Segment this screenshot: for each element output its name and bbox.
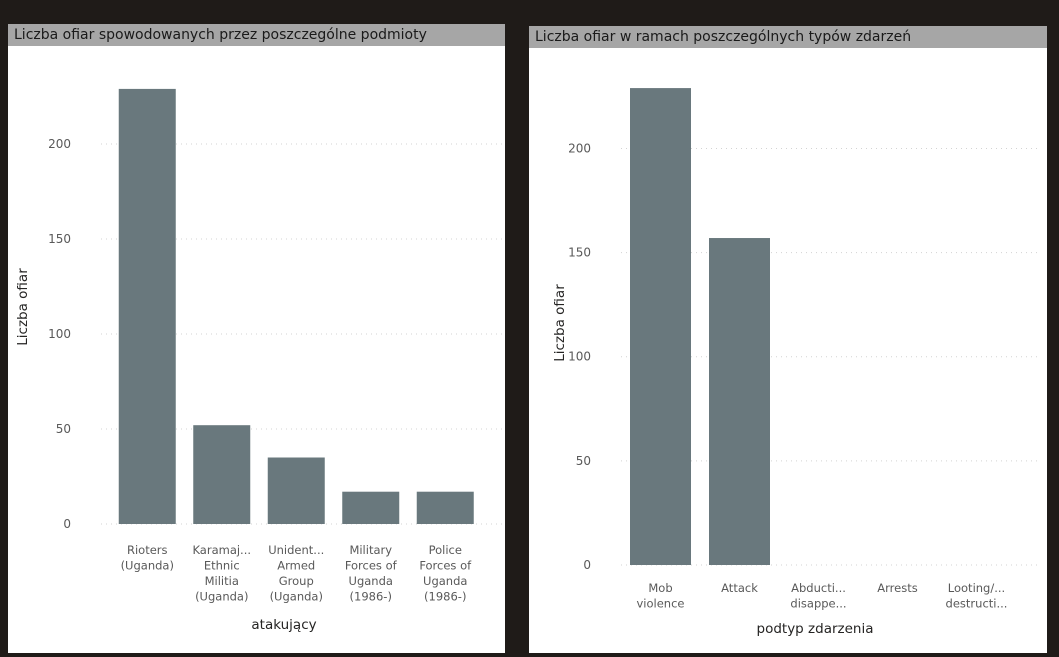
- chart-title: Liczba ofiar spowodowanych przez poszcze…: [8, 24, 505, 46]
- bar[interactable]: [709, 238, 770, 565]
- bar[interactable]: [630, 88, 691, 565]
- y-tick-label: 200: [48, 137, 71, 151]
- chart-panel-attackers: Liczba ofiar spowodowanych przez poszcze…: [8, 24, 505, 653]
- y-tick-label: 0: [583, 558, 591, 572]
- y-tick-label: 100: [568, 350, 591, 364]
- y-tick-label: 50: [576, 454, 591, 468]
- x-tick-label: Abducti... disappe...: [790, 581, 846, 611]
- y-tick-label: 100: [48, 327, 71, 341]
- x-tick-label: Mob violence: [637, 581, 685, 611]
- bar-chart-attackers: 0 50 100 150 200 Rioters (Uganda) Karamaj... Eth…: [15, 88, 505, 633]
- chart-title: Liczba ofiar w ramach poszczególnych typ…: [529, 26, 1047, 48]
- bar[interactable]: [193, 425, 251, 524]
- x-axis-title: podtyp zdarzenia: [757, 621, 874, 637]
- y-tick-label: 50: [56, 422, 71, 436]
- x-tick-label: Rioters (Uganda): [121, 543, 174, 573]
- x-axis-title: atakujący: [251, 617, 316, 633]
- y-tick-label: 150: [568, 246, 591, 260]
- bar[interactable]: [118, 88, 176, 525]
- x-tick-label: Karamaj... Ethnic Militia (Uganda): [192, 543, 251, 604]
- x-tick-label: Looting/... destructi...: [946, 581, 1008, 611]
- bar[interactable]: [416, 491, 474, 524]
- y-tick-label: 0: [63, 517, 71, 531]
- y-axis-title: Liczba ofiar: [552, 284, 568, 362]
- bar[interactable]: [267, 457, 325, 525]
- x-tick-label: Police Forces of Uganda (1986-): [419, 543, 472, 604]
- bar-chart-event-types: 0 50 100 150 200 Mob violence Attack Abducti... d…: [552, 88, 1041, 637]
- chart-panel-event-types: Liczba ofiar w ramach poszczególnych typ…: [529, 26, 1047, 653]
- x-tick-label: Military Forces of Uganda (1986-): [345, 543, 398, 604]
- x-tick-label: Arrests: [877, 581, 917, 595]
- x-tick-label: Unident... Armed Group (Uganda): [268, 543, 324, 604]
- y-tick-label: 150: [48, 232, 71, 246]
- bar[interactable]: [342, 491, 400, 524]
- y-axis-title: Liczba ofiar: [15, 268, 31, 346]
- y-tick-label: 200: [568, 141, 591, 155]
- x-tick-label: Attack: [721, 581, 758, 595]
